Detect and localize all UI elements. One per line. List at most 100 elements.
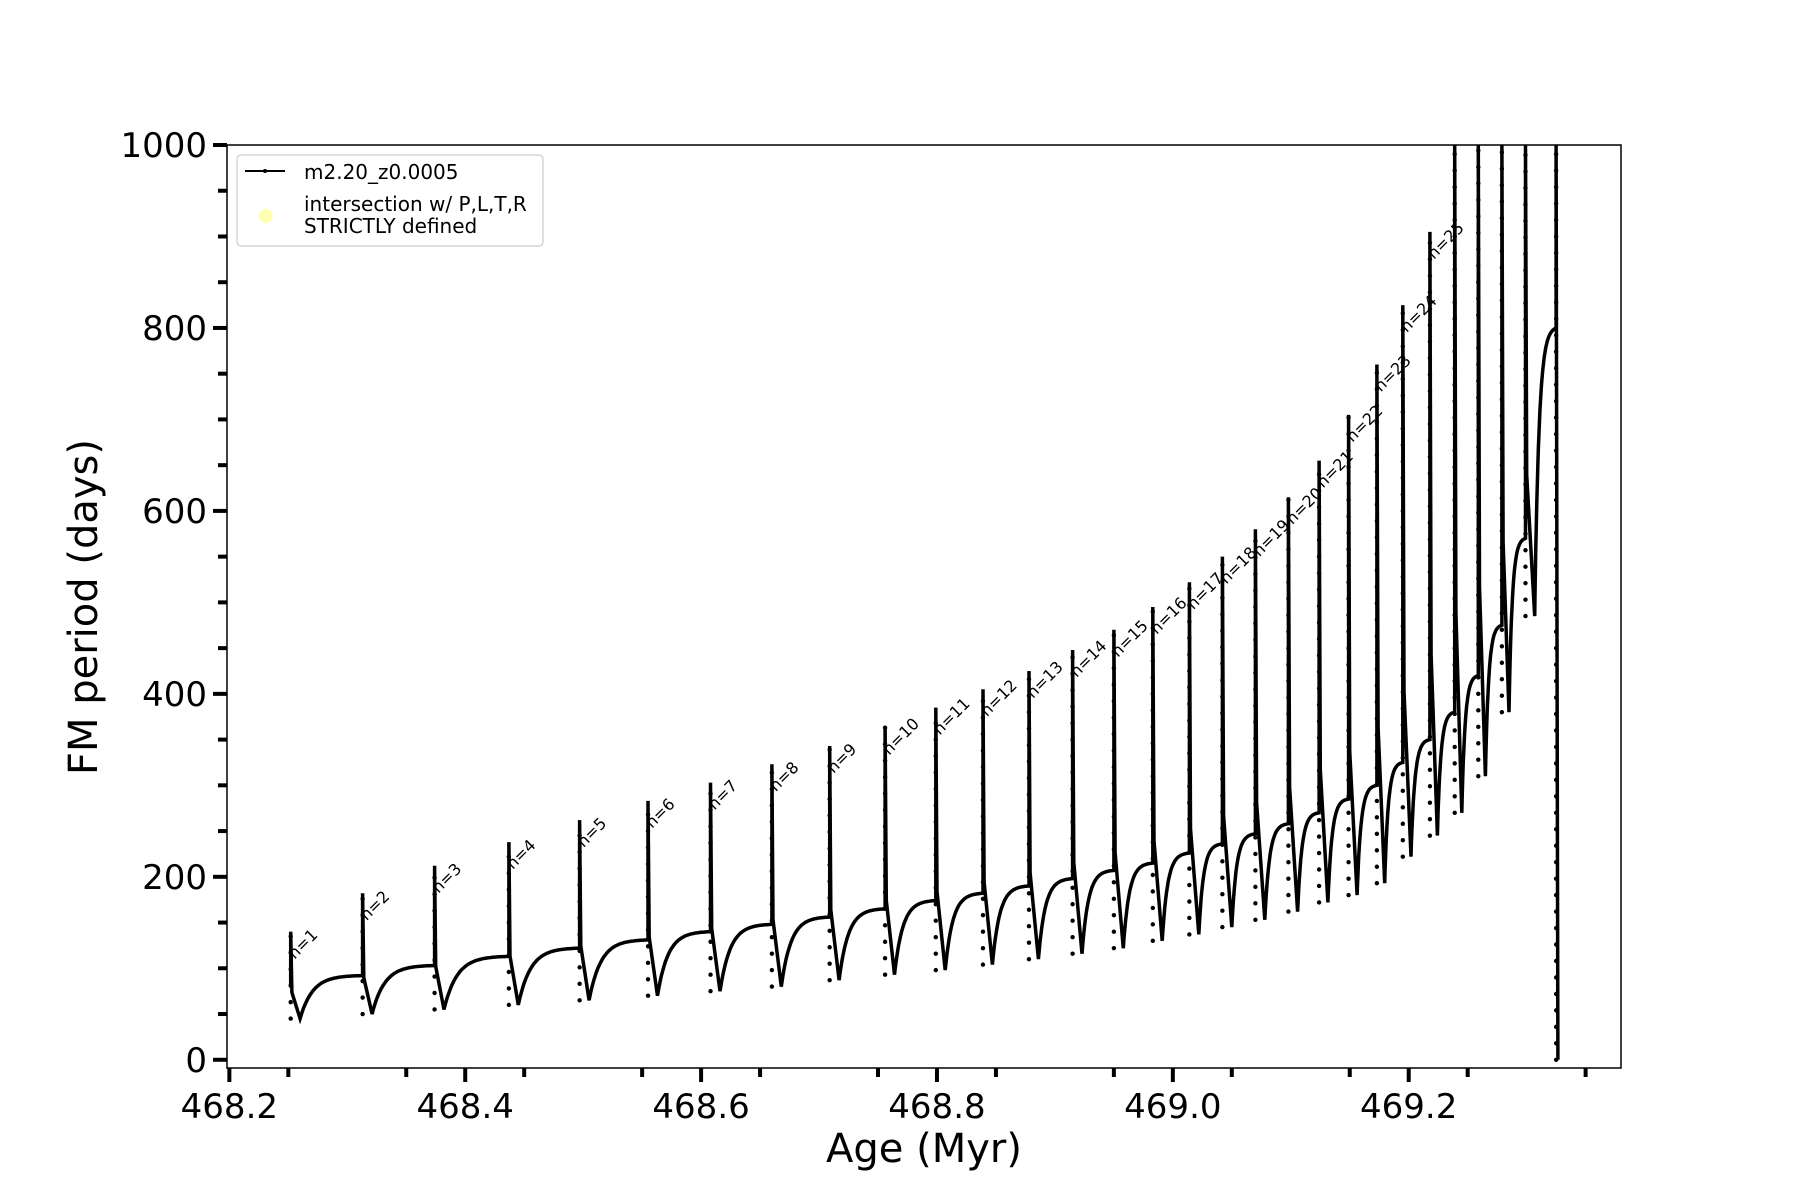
data-point xyxy=(1452,530,1457,536)
data-point xyxy=(1476,510,1481,515)
data-point xyxy=(1374,485,1380,491)
data-point xyxy=(1400,673,1406,678)
data-point xyxy=(1374,370,1380,375)
data-point xyxy=(769,902,775,907)
data-point xyxy=(1452,464,1457,470)
data-point xyxy=(1253,752,1258,758)
data-point xyxy=(1427,405,1433,410)
data-point xyxy=(577,882,582,888)
data-point xyxy=(1553,547,1559,552)
data-point xyxy=(577,849,582,855)
data-point xyxy=(1476,625,1481,631)
data-point xyxy=(1316,735,1322,740)
data-point xyxy=(1499,561,1505,567)
data-point xyxy=(1553,349,1559,354)
data-point xyxy=(882,890,888,895)
data-point xyxy=(1452,283,1457,289)
data-point xyxy=(1026,874,1032,880)
data-point xyxy=(1400,854,1406,859)
data-point xyxy=(1452,382,1457,387)
data-point xyxy=(1346,777,1351,783)
data-point xyxy=(1553,1041,1559,1046)
data-point xyxy=(1553,431,1559,437)
data-point xyxy=(1452,744,1457,750)
data-point xyxy=(645,927,651,933)
data-point xyxy=(1400,574,1406,579)
data-point xyxy=(1316,570,1322,576)
data-point xyxy=(432,1007,437,1012)
data-point xyxy=(1476,378,1481,384)
data-point xyxy=(708,939,713,944)
data-point xyxy=(1070,671,1075,676)
data-point xyxy=(1220,677,1225,683)
data-point xyxy=(1553,942,1559,947)
data-point xyxy=(1070,918,1075,923)
data-point xyxy=(1286,876,1291,881)
data-point xyxy=(1346,514,1351,519)
data-point xyxy=(1499,594,1505,600)
data-point xyxy=(1111,863,1117,869)
data-point xyxy=(769,951,775,956)
data-point xyxy=(827,763,832,769)
data-point xyxy=(1150,675,1155,680)
data-point xyxy=(769,869,775,874)
data-point xyxy=(1427,520,1433,525)
data-point xyxy=(1374,452,1380,458)
data-point xyxy=(1346,662,1351,667)
data-point xyxy=(1220,612,1225,617)
data-point xyxy=(1553,711,1559,717)
data-point xyxy=(1253,621,1258,626)
legend-dot-marker xyxy=(263,169,267,173)
data-point xyxy=(1400,344,1406,349)
data-point xyxy=(506,953,512,958)
data-point xyxy=(882,923,888,928)
data-point xyxy=(1523,268,1528,273)
data-point xyxy=(933,720,938,726)
data-point xyxy=(1374,551,1380,557)
data-point xyxy=(1374,419,1380,425)
data-point xyxy=(882,857,888,862)
data-point xyxy=(1499,183,1505,188)
data-point xyxy=(1150,724,1155,729)
data-point xyxy=(1150,757,1155,762)
data-point xyxy=(1553,563,1559,568)
data-point xyxy=(708,890,713,895)
data-point xyxy=(1070,885,1075,890)
y-tick-label: 200 xyxy=(142,858,207,898)
data-point xyxy=(1499,644,1505,649)
data-point xyxy=(708,824,713,829)
data-point xyxy=(882,758,888,763)
data-point xyxy=(827,796,832,802)
data-point xyxy=(1523,482,1528,487)
data-point xyxy=(1253,720,1258,725)
data-point xyxy=(708,972,713,977)
data-point xyxy=(1220,743,1225,749)
data-point xyxy=(1187,816,1192,822)
data-point xyxy=(1374,798,1380,804)
data-point xyxy=(1553,151,1559,157)
data-point xyxy=(1452,398,1457,404)
data-point xyxy=(645,861,651,867)
data-point xyxy=(1346,629,1351,634)
data-point xyxy=(1070,688,1075,693)
data-point xyxy=(1286,612,1291,618)
data-point xyxy=(1220,826,1225,831)
data-point xyxy=(1452,201,1457,206)
data-point xyxy=(1553,267,1559,272)
data-point xyxy=(1499,166,1505,171)
data-point xyxy=(1499,512,1505,517)
data-point xyxy=(1220,924,1225,930)
data-point xyxy=(1026,841,1032,847)
data-point xyxy=(1070,770,1075,775)
data-point xyxy=(1150,823,1155,828)
data-point xyxy=(980,797,986,803)
data-point xyxy=(1427,701,1433,707)
data-point xyxy=(1374,436,1380,441)
data-point xyxy=(1553,827,1559,832)
data-point xyxy=(827,895,832,901)
data-point xyxy=(1452,316,1457,322)
legend-label-intersection-line1: intersection w/ P,L,T,R xyxy=(304,192,527,216)
data-point xyxy=(1026,907,1032,912)
data-point xyxy=(1111,847,1117,852)
data-point xyxy=(769,984,775,989)
